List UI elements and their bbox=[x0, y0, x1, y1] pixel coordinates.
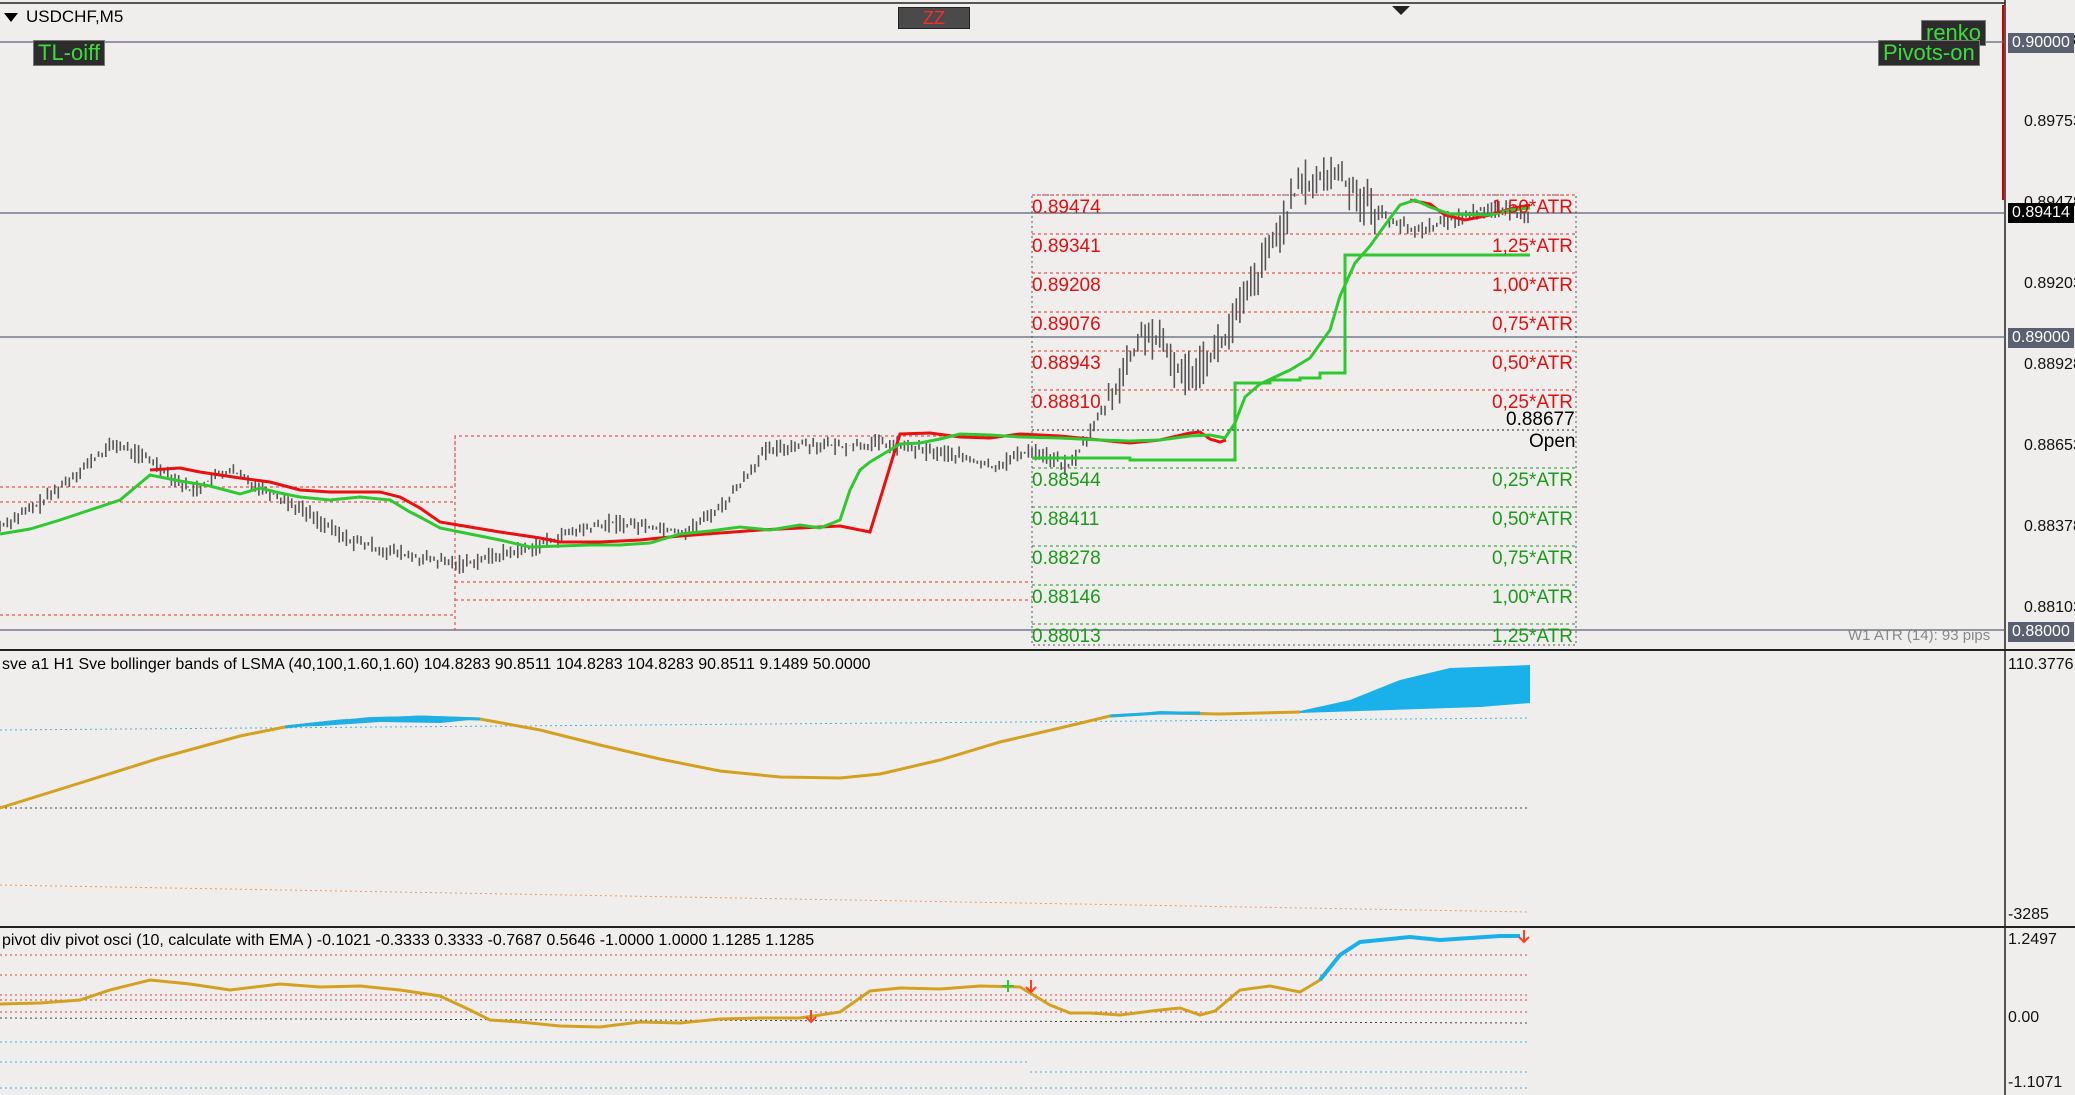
price-axis-label: 0.89203 bbox=[2024, 274, 2075, 292]
atr-note: W1 ATR (14): 93 pips bbox=[1848, 627, 1991, 644]
atr-level-price: 0.89474 bbox=[1032, 197, 1101, 218]
atr-level-label: 1,25*ATR bbox=[1492, 626, 1573, 647]
indicator1-axis-top: 110.3776 bbox=[2008, 656, 2074, 673]
green-ma-line bbox=[0, 198, 1531, 549]
pivots-toggle-button[interactable]: Pivots-on bbox=[1878, 40, 1980, 66]
price-tag-top: 0.90000 bbox=[2008, 33, 2074, 53]
indicator1-title: sve a1 H1 Sve bollinger bands of LSMA (4… bbox=[2, 656, 871, 673]
indicator2-title: pivot div pivot osci (10, calculate with… bbox=[2, 932, 815, 949]
tl-toggle-button[interactable]: TL-oiff bbox=[33, 40, 105, 66]
atr-level-label: 0,25*ATR bbox=[1492, 392, 1573, 413]
indicator1-axis-bottom: -3285 bbox=[2008, 906, 2049, 923]
open-price-label: 0.88677 bbox=[1506, 409, 1575, 430]
atr-level-price: 0.88943 bbox=[1032, 353, 1101, 374]
scroll-notch-icon[interactable] bbox=[1392, 6, 1410, 15]
atr-level-label: 1,50*ATR bbox=[1492, 197, 1573, 218]
current-price-tag: 0.89414 bbox=[2008, 203, 2074, 223]
atr-level-label: 1,00*ATR bbox=[1492, 587, 1573, 608]
atr-level-label: 0,25*ATR bbox=[1492, 470, 1573, 491]
green-step-line bbox=[1032, 253, 1530, 462]
red-ma-line bbox=[149, 430, 1227, 544]
price-axis-label: 0.88928 bbox=[2024, 355, 2075, 373]
prev-pivot-lines bbox=[0, 435, 1032, 630]
price-axis-label: 0.89753 bbox=[2024, 112, 2075, 130]
atr-level-price: 0.89208 bbox=[1032, 275, 1101, 296]
price-axis-label: 0.88103 bbox=[2024, 598, 2075, 616]
collapse-triangle-icon[interactable] bbox=[4, 13, 18, 23]
indicator2-axis-top: 1.2497 bbox=[2008, 931, 2057, 948]
indicator2-axis-bottom: -1.1071 bbox=[2008, 1074, 2063, 1091]
atr-level-label: 0,50*ATR bbox=[1492, 509, 1573, 530]
atr-level-label: 0,75*ATR bbox=[1492, 314, 1573, 335]
atr-grid bbox=[1031, 194, 1577, 646]
price-axis-label: 0.88378 bbox=[2024, 517, 2075, 535]
atr-level-price: 0.88810 bbox=[1032, 392, 1101, 413]
atr-level-label: 1,25*ATR bbox=[1492, 236, 1573, 257]
atr-level-label: 0,50*ATR bbox=[1492, 353, 1573, 374]
atr-level-label: 1,00*ATR bbox=[1492, 275, 1573, 296]
indicator1-lines bbox=[0, 665, 1531, 913]
symbol-label: USDCHF,M5 bbox=[4, 8, 123, 25]
price-candles bbox=[0, 156, 1529, 574]
atr-level-price: 0.89341 bbox=[1032, 236, 1101, 257]
indicator1-band-2 bbox=[1110, 665, 1530, 716]
atr-level-price: 0.88544 bbox=[1032, 470, 1101, 491]
price-tag-bot: 0.88000 bbox=[2008, 622, 2074, 642]
atr-level-price: 0.88146 bbox=[1032, 587, 1101, 608]
price-axis-label: 0.88653 bbox=[2024, 436, 2075, 454]
atr-level-price: 0.89076 bbox=[1032, 314, 1101, 335]
atr-level-price: 0.88411 bbox=[1032, 509, 1100, 530]
price-tag-mid: 0.89000 bbox=[2008, 328, 2074, 348]
zz-button[interactable]: ZZ bbox=[898, 7, 970, 29]
indicator2-axis-zero: 0.00 bbox=[2008, 1009, 2040, 1026]
atr-level-price: 0.88013 bbox=[1032, 626, 1101, 647]
indicator2-lines bbox=[0, 930, 1531, 1089]
atr-level-label: 0,75*ATR bbox=[1492, 548, 1573, 569]
atr-level-price: 0.88278 bbox=[1032, 548, 1101, 569]
open-label: Open bbox=[1529, 431, 1576, 452]
